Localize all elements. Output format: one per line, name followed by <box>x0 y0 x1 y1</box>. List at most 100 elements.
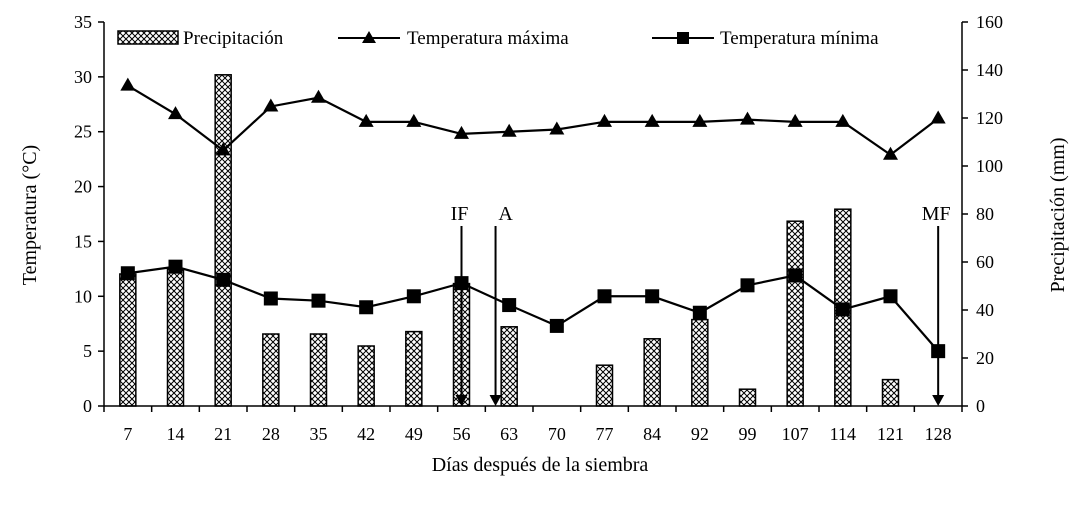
y-right-tick-label-160: 160 <box>976 12 1003 32</box>
x-tick-label-63: 63 <box>500 424 518 444</box>
tmin-point-7 <box>120 266 135 281</box>
tmin-point-70 <box>549 318 564 333</box>
precipitation-bars <box>119 74 900 407</box>
tmin-point-107 <box>788 268 803 283</box>
tmax-point-35 <box>311 89 326 103</box>
tmax-series-line <box>127 84 939 157</box>
tmin-point-63 <box>502 298 517 313</box>
tmax-point-56 <box>454 125 469 139</box>
tmin-point-35 <box>311 293 326 308</box>
legend-tmin-label: Temperatura mínima <box>720 28 879 49</box>
x-tick-label-14: 14 <box>167 424 185 444</box>
x-tick-label-21: 21 <box>214 424 232 444</box>
tmax-point-63 <box>501 123 517 137</box>
y-right-tick-label-140: 140 <box>976 60 1003 80</box>
x-tick-label-28: 28 <box>262 424 280 444</box>
x-tick-label-35: 35 <box>310 424 328 444</box>
precip-bar-121 <box>881 378 900 407</box>
y-axis-right-title: Precipitación (mm) <box>1047 138 1069 293</box>
precip-bar-99 <box>738 388 757 407</box>
tmin-point-42 <box>359 300 374 315</box>
tmax-point-49 <box>406 113 422 127</box>
tmax-point-114 <box>835 113 851 127</box>
tmax-point-128 <box>930 110 946 124</box>
precip-bar-49 <box>405 330 423 407</box>
precip-bar-42 <box>357 345 375 407</box>
y-right-tick-label-100: 100 <box>976 156 1003 176</box>
tmax-point-77 <box>597 113 612 127</box>
y-right-tick-label-80: 80 <box>976 204 994 224</box>
y-left-tick-label-20: 20 <box>74 177 92 197</box>
annotation-arrow-head-A <box>489 395 502 406</box>
tmax-point-107 <box>787 113 803 127</box>
annotation-label-A: A <box>498 203 513 225</box>
x-tick-label-49: 49 <box>405 424 423 444</box>
y-right-tick-label-20: 20 <box>976 348 994 368</box>
tmin-point-21 <box>216 272 231 287</box>
x-tick-label-128: 128 <box>925 424 952 444</box>
x-tick-label-121: 121 <box>877 424 904 444</box>
tmax-point-99 <box>740 111 755 125</box>
tmax-point-92 <box>692 113 708 127</box>
y-axis-left-title: Temperatura (°C) <box>19 145 41 285</box>
tmin-point-99 <box>740 278 755 293</box>
tmax-point-14 <box>168 106 183 120</box>
legend-tmax-marker <box>362 31 376 43</box>
tmax-point-84 <box>644 113 660 127</box>
y-left-tick-label-30: 30 <box>74 67 92 87</box>
tmax-point-7 <box>120 77 136 91</box>
precip-bar-14 <box>166 268 185 407</box>
x-tick-label-107: 107 <box>782 424 809 444</box>
legend-precip-label: Precipitación <box>183 28 284 49</box>
tmax-point-42 <box>358 113 374 127</box>
y-left-tick-label-5: 5 <box>83 341 92 361</box>
temperature-lines <box>120 77 946 359</box>
axes: 0 5 10 15 20 25 30 35 0 20 40 60 80 100 120 140 160 7 14 21… <box>74 12 1003 444</box>
precip-bar-35 <box>309 333 328 407</box>
x-tick-label-92: 92 <box>691 424 709 444</box>
x-tick-label-114: 114 <box>830 424 856 444</box>
x-tick-label-56: 56 <box>453 424 471 444</box>
x-tick-label-70: 70 <box>548 424 566 444</box>
legend: Precipitación Temperatura máxima Tempera… <box>117 28 879 49</box>
tmax-point-121 <box>883 146 898 160</box>
tmin-point-92 <box>692 305 707 320</box>
annotation-label-MF: MF <box>922 203 951 225</box>
x-axis-title: Días después de la siembra <box>432 454 649 476</box>
y-left-tick-label-35: 35 <box>74 12 92 32</box>
legend-precip-swatch <box>117 30 179 45</box>
annotations: IF A MF <box>451 203 951 406</box>
precip-bar-21 <box>214 74 232 407</box>
precip-bar-107 <box>786 220 804 407</box>
y-right-tick-label-60: 60 <box>976 252 994 272</box>
tmin-point-14 <box>168 259 183 274</box>
y-left-tick-label-0: 0 <box>83 396 92 416</box>
y-right-tick-label-40: 40 <box>976 300 994 320</box>
y-left-tick-label-15: 15 <box>74 231 92 251</box>
tmin-point-28 <box>263 291 278 306</box>
precip-bar-7 <box>119 273 137 407</box>
legend-tmin-marker <box>677 32 689 44</box>
y-right-tick-label-120: 120 <box>976 108 1003 128</box>
x-tick-label-99: 99 <box>739 424 757 444</box>
tmin-point-121 <box>883 289 898 304</box>
x-tick-label-7: 7 <box>123 424 132 444</box>
precip-bar-92 <box>691 318 709 407</box>
tmin-point-77 <box>597 289 612 304</box>
annotation-arrow-head-IF <box>455 395 468 406</box>
x-tick-label-84: 84 <box>643 424 661 444</box>
y-right-tick-label-0: 0 <box>976 396 985 416</box>
precip-bar-77 <box>595 364 614 407</box>
tmin-point-114 <box>835 302 850 317</box>
legend-tmax-label: Temperatura máxima <box>407 28 569 49</box>
tmax-point-70 <box>549 121 565 135</box>
x-tick-label-42: 42 <box>357 424 375 444</box>
annotation-arrow-head-MF <box>932 395 945 406</box>
tmax-point-28 <box>263 98 279 112</box>
y-left-tick-label-10: 10 <box>74 286 92 306</box>
tmax-point-21 <box>215 142 231 156</box>
y-left-tick-label-25: 25 <box>74 122 92 142</box>
x-tick-label-77: 77 <box>596 424 614 444</box>
precip-bar-63 <box>500 326 518 407</box>
